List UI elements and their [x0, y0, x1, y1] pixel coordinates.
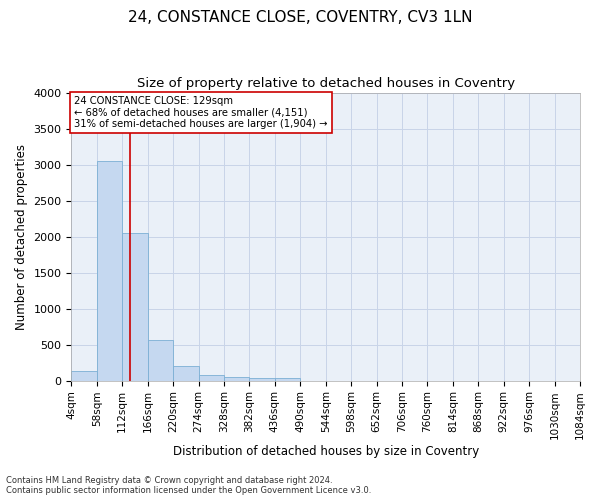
Bar: [122, 232, 148, 380]
Bar: [275, 378, 300, 380]
Bar: [148, 340, 173, 380]
Text: Contains HM Land Registry data © Crown copyright and database right 2024.
Contai: Contains HM Land Registry data © Crown c…: [6, 476, 371, 495]
Bar: [250, 378, 275, 380]
Bar: [173, 366, 199, 380]
Y-axis label: Number of detached properties: Number of detached properties: [15, 144, 28, 330]
Bar: [224, 376, 250, 380]
Bar: [97, 160, 122, 380]
Title: Size of property relative to detached houses in Coventry: Size of property relative to detached ho…: [137, 78, 515, 90]
Text: 24 CONSTANCE CLOSE: 129sqm
← 68% of detached houses are smaller (4,151)
31% of s: 24 CONSTANCE CLOSE: 129sqm ← 68% of deta…: [74, 96, 328, 129]
Bar: [199, 375, 224, 380]
X-axis label: Distribution of detached houses by size in Coventry: Distribution of detached houses by size …: [173, 444, 479, 458]
Bar: [71, 370, 97, 380]
Text: 24, CONSTANCE CLOSE, COVENTRY, CV3 1LN: 24, CONSTANCE CLOSE, COVENTRY, CV3 1LN: [128, 10, 472, 25]
